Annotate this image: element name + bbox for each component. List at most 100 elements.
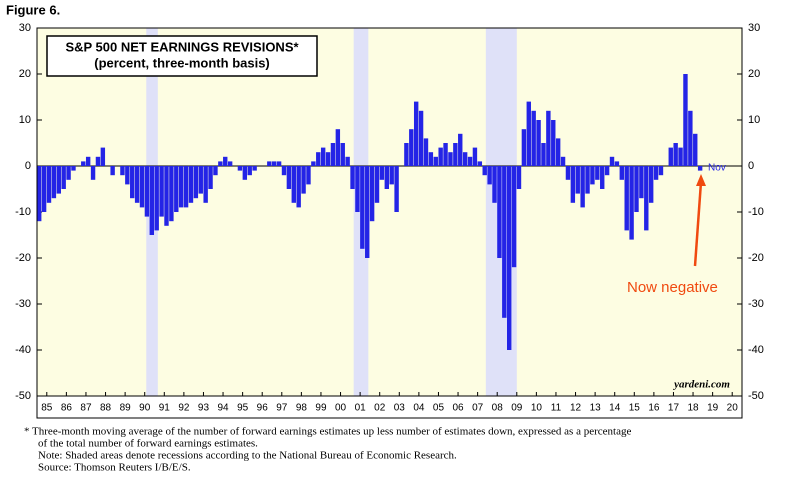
x-tick-label: 12 [570, 403, 582, 414]
x-tick-label: 99 [315, 403, 327, 414]
bar [51, 166, 57, 199]
bar [125, 166, 130, 185]
x-tick-label: 95 [237, 403, 249, 414]
x-tick-label: 88 [100, 403, 112, 414]
bar [546, 110, 551, 166]
bar [286, 166, 292, 189]
bar [134, 166, 140, 203]
y-tick-label-right: -30 [748, 298, 764, 310]
x-tick-label: 15 [629, 403, 641, 414]
bar [345, 156, 350, 166]
bar [301, 166, 306, 194]
bar [95, 156, 101, 166]
x-tick-label: 09 [511, 403, 523, 414]
x-tick-label: 10 [531, 403, 543, 414]
x-tick-label: 17 [668, 403, 680, 414]
bar [688, 110, 693, 166]
bar [320, 147, 326, 166]
bar [374, 166, 380, 203]
bar [590, 166, 595, 185]
x-tick-label: 16 [648, 403, 660, 414]
bar [81, 161, 86, 166]
bar [678, 147, 683, 166]
bar [365, 166, 370, 258]
bar [37, 166, 42, 222]
bar [404, 143, 409, 166]
bar [110, 166, 115, 176]
bar [653, 166, 659, 180]
y-tick-label: -40 [15, 344, 31, 356]
bar [418, 110, 424, 166]
x-tick-label: 19 [707, 403, 719, 414]
footnote: of the total number of forward earnings … [38, 438, 258, 450]
bar [183, 166, 189, 208]
bar [516, 166, 522, 189]
bar [85, 156, 91, 166]
bar [394, 166, 399, 212]
annotation: Now negative [627, 279, 718, 296]
y-tick-label-right: 10 [748, 114, 760, 126]
x-tick-label: 13 [590, 403, 602, 414]
bar [90, 166, 96, 180]
x-tick-label: 90 [139, 403, 151, 414]
chart-title: S&P 500 NET EARNINGS REVISIONS* [65, 39, 299, 54]
bar [639, 166, 644, 199]
bar [164, 166, 169, 226]
footnote: Source: Thomson Reuters I/B/E/S. [38, 462, 191, 474]
x-tick-label: 06 [452, 403, 464, 414]
bar [56, 166, 61, 194]
bar [560, 156, 566, 166]
y-tick-label-right: 20 [748, 68, 760, 80]
bar [203, 166, 208, 203]
bar [502, 166, 507, 318]
bar [697, 166, 703, 171]
bar [644, 166, 649, 231]
bar [169, 166, 174, 222]
bar [595, 166, 600, 180]
x-tick-label: 01 [355, 403, 367, 414]
bar [604, 166, 610, 176]
bar [247, 166, 252, 176]
x-tick-label: 14 [609, 403, 621, 414]
title-box [46, 35, 318, 77]
bar [600, 166, 605, 189]
bar [585, 166, 590, 194]
bar [541, 143, 546, 166]
x-tick-label: 91 [159, 403, 171, 414]
y-tick-label-right: -50 [748, 390, 764, 402]
bar [614, 161, 620, 166]
bar [330, 143, 336, 166]
bar [242, 166, 248, 180]
bar [272, 161, 277, 166]
bar [555, 138, 561, 166]
x-tick-label: 93 [198, 403, 210, 414]
bar [379, 166, 385, 180]
bar [536, 120, 541, 166]
y-tick-label-right: 30 [748, 22, 760, 34]
chart-subtitle: (percent, three-month basis) [94, 55, 270, 70]
bar [159, 166, 164, 217]
bar [492, 166, 497, 203]
bar [61, 166, 66, 189]
y-tick-label-right: -40 [748, 344, 764, 356]
x-tick-label: 02 [374, 403, 386, 414]
bar [693, 133, 698, 166]
bar [213, 166, 218, 176]
bar [629, 166, 634, 240]
x-tick-label: 11 [551, 403, 562, 414]
bar [178, 166, 184, 208]
bar [325, 152, 331, 166]
bar [340, 143, 345, 166]
x-tick-label: 03 [394, 403, 406, 414]
bar [668, 147, 673, 166]
bar [198, 166, 203, 194]
bar [41, 166, 47, 212]
bar [428, 152, 434, 166]
bar [174, 166, 179, 212]
bar [252, 166, 257, 171]
bar [335, 129, 341, 166]
bar [291, 166, 296, 203]
y-tick-label: -10 [15, 206, 31, 218]
